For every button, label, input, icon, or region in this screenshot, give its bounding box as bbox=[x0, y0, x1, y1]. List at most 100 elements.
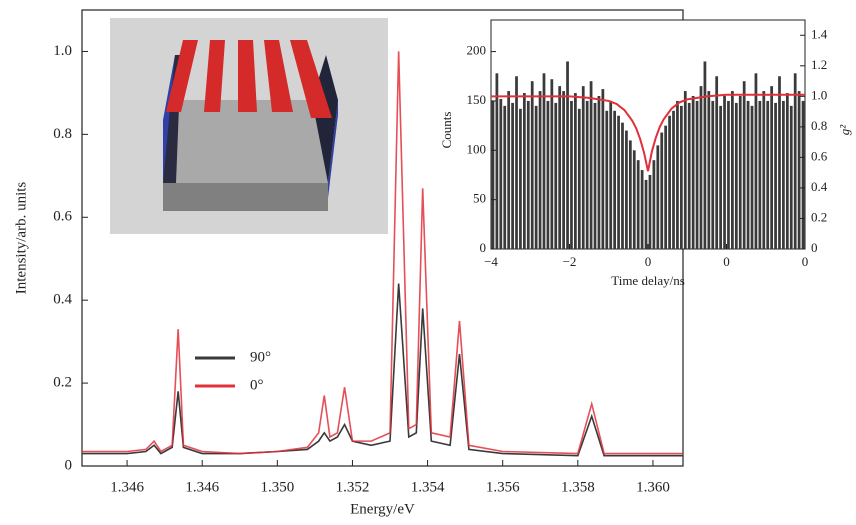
x-tick-label: 1.346 bbox=[110, 479, 144, 495]
histogram-bar bbox=[692, 96, 695, 249]
histogram-bar bbox=[770, 86, 773, 249]
y-tick-label: 150 bbox=[467, 92, 487, 107]
histogram-bar bbox=[519, 109, 522, 249]
histogram-bar bbox=[723, 96, 726, 249]
histogram-bar bbox=[492, 101, 495, 249]
x-tick-label: 1.346 bbox=[185, 479, 219, 495]
histogram-bar bbox=[719, 106, 722, 249]
histogram-bar bbox=[582, 86, 585, 249]
y2-tick-label: 0.4 bbox=[811, 179, 828, 194]
x-tick-label: 1.358 bbox=[561, 479, 595, 495]
x-axis-label: Energy/eV bbox=[350, 501, 415, 517]
histogram-bar bbox=[621, 123, 624, 249]
histogram-bar bbox=[507, 91, 510, 249]
x-tick-label: 0 bbox=[723, 254, 730, 269]
histogram-bar bbox=[617, 116, 620, 249]
histogram-bar bbox=[664, 126, 667, 249]
y2-axis-label: g² bbox=[837, 124, 852, 136]
histogram-bar bbox=[766, 101, 769, 249]
histogram-bar bbox=[676, 101, 679, 249]
histogram-bar bbox=[550, 79, 553, 249]
histogram-bar bbox=[633, 150, 636, 249]
histogram-bar bbox=[523, 93, 526, 249]
histogram-bar bbox=[649, 175, 652, 249]
histogram-bar bbox=[547, 101, 550, 249]
histogram-bar bbox=[637, 160, 640, 249]
histogram-bar bbox=[625, 131, 628, 249]
histogram-bar bbox=[503, 106, 506, 249]
histogram-bar bbox=[794, 73, 797, 249]
histogram-bar bbox=[758, 101, 761, 249]
histogram-bar bbox=[731, 91, 734, 249]
histogram-bar bbox=[700, 86, 703, 249]
figure: 1.346 1.346 1.350 1.352 1.354 1.356 1.358 1.360… bbox=[0, 0, 856, 525]
histogram-bar bbox=[747, 101, 750, 249]
y-tick-label: 1.0 bbox=[53, 43, 72, 59]
histogram-bar bbox=[660, 133, 663, 249]
x-tick-label: 1.360 bbox=[636, 479, 670, 495]
histogram-bar bbox=[739, 96, 742, 249]
histogram-bar bbox=[782, 101, 785, 249]
histogram-bar bbox=[786, 93, 789, 249]
y-tick-label: 0 bbox=[65, 457, 73, 473]
histogram-bar bbox=[496, 73, 499, 249]
histogram-bar bbox=[601, 89, 604, 249]
histogram-bar bbox=[743, 81, 746, 249]
histogram-bar bbox=[629, 140, 632, 249]
y2-tick-label: 0.6 bbox=[811, 148, 828, 163]
x-tick-label: −4 bbox=[484, 254, 498, 269]
y2-tick-label: 1.2 bbox=[811, 57, 827, 72]
histogram-bar bbox=[527, 101, 530, 249]
histogram-bar bbox=[672, 111, 675, 249]
x-tick-label: −2 bbox=[563, 254, 577, 269]
histogram-bar bbox=[790, 106, 793, 249]
y-tick-label: 200 bbox=[467, 43, 487, 58]
histogram-bar bbox=[558, 86, 561, 249]
histogram-bar bbox=[735, 103, 738, 249]
histogram-bar bbox=[511, 103, 514, 249]
histogram-bar bbox=[535, 106, 538, 249]
histogram-bar bbox=[704, 61, 707, 249]
histogram-bar bbox=[539, 91, 542, 249]
histogram-bar bbox=[653, 160, 656, 249]
histogram-bar bbox=[574, 93, 577, 249]
histogram-bar bbox=[696, 101, 699, 249]
x-tick-label: 1.356 bbox=[486, 479, 520, 495]
y-tick-label: 0.6 bbox=[53, 209, 72, 225]
histogram-bar bbox=[609, 101, 612, 249]
histogram-bar bbox=[578, 109, 581, 249]
x-tick-label: 1.350 bbox=[260, 479, 294, 495]
histogram-bar bbox=[751, 106, 754, 249]
x-tick-label: 0 bbox=[645, 254, 652, 269]
histogram-bar bbox=[499, 99, 502, 249]
histogram-bar bbox=[707, 91, 710, 249]
y2-tick-label: 0 bbox=[811, 240, 818, 255]
y2-tick-label: 1.4 bbox=[811, 26, 828, 41]
histogram-bar bbox=[590, 81, 593, 249]
histogram-bar bbox=[543, 73, 546, 249]
inset-frame bbox=[491, 20, 805, 249]
x-axis-label: Time delay/ns bbox=[611, 273, 685, 288]
histogram-bar bbox=[774, 103, 777, 249]
histogram-bar bbox=[598, 96, 601, 249]
histogram-bar bbox=[613, 111, 616, 249]
histogram-bar bbox=[594, 103, 597, 249]
histogram-bar bbox=[711, 101, 714, 249]
y-tick-label: 50 bbox=[473, 191, 486, 206]
histogram-bar bbox=[645, 180, 648, 249]
histogram-bar bbox=[554, 103, 557, 249]
histogram-bar bbox=[562, 91, 565, 249]
y-tick-label: 0 bbox=[480, 240, 487, 255]
y2-tick-label: 1.0 bbox=[811, 87, 827, 102]
x-tick-label: 1.352 bbox=[336, 479, 370, 495]
histogram-bar bbox=[684, 91, 687, 249]
x-tick-label: 1.354 bbox=[411, 479, 445, 495]
schematic bbox=[110, 18, 388, 234]
histogram-bar bbox=[727, 101, 730, 249]
y-tick-label: 0.2 bbox=[53, 375, 72, 391]
histogram-bar bbox=[605, 111, 608, 249]
histogram-bar bbox=[586, 101, 589, 249]
histogram-bar bbox=[755, 73, 758, 249]
histogram-bar bbox=[570, 101, 573, 249]
